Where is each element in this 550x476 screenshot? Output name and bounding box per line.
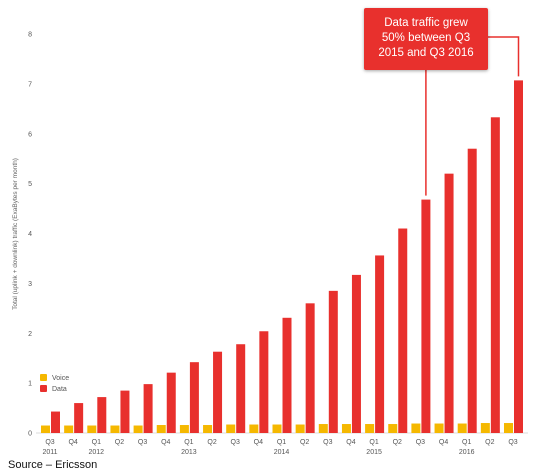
x-tick-quarter: Q2 [115,439,124,446]
x-tick-quarter: Q3 [45,439,54,446]
voice-bar [504,423,513,433]
x-tick-quarter: Q1 [92,439,101,446]
voice-bar [41,425,50,433]
annotation-line-3: 2015 and Q3 2016 [378,47,474,59]
x-tick-year: 2016 [459,449,475,456]
x-tick-quarter: Q3 [416,439,425,446]
voice-bar [272,424,282,433]
voice-bar [388,424,398,433]
legend-label: Voice [52,375,69,382]
x-tick-quarter: Q2 [393,439,402,446]
voice-bar [249,424,259,433]
data-bar [143,384,153,433]
x-tick-year: 2012 [89,449,105,456]
annotation-callout: Data traffic grew 50% between Q3 2015 an… [364,8,488,70]
data-bar [166,372,176,433]
x-tick-quarter: Q2 [300,439,309,446]
y-axis-label: Total (uplink + downlink) traffic (ExaBy… [12,158,19,310]
callout-connectors [425,36,520,196]
voice-bar [480,423,490,433]
x-tick-quarter: Q4 [68,439,77,446]
x-tick-quarter: Q3 [138,439,147,446]
voice-bar [64,425,74,433]
data-bar [305,303,315,433]
callout-connector-q3-2016 [488,36,520,77]
data-bar [514,80,523,433]
voice-bar [133,425,143,433]
bars [41,80,523,433]
y-tick-label: 0 [28,431,32,438]
x-tick-quarter: Q2 [207,439,216,446]
data-bar [375,255,385,433]
x-tick-quarter: Q1 [369,439,378,446]
data-bar [421,199,431,433]
data-bar [398,228,408,433]
data-bar [282,317,292,433]
y-tick-labels: 0 1 2 3 4 5 6 7 8 [28,32,32,438]
x-tick-year: 2011 [42,449,57,456]
x-tick-quarter: Q1 [184,439,193,446]
y-tick-label: 6 [28,131,32,138]
annotation-line-2: 50% between Q3 [381,32,471,44]
voice-bar [226,424,236,433]
x-tick-quarter: Q2 [485,439,494,446]
x-tick-quarter: Q4 [346,439,355,446]
data-bar [120,390,130,433]
y-tick-label: 3 [28,281,32,288]
data-bar [51,411,60,433]
data-bar [259,331,269,433]
data-bar [444,173,454,433]
source-caption: Source – Ericsson [8,459,98,471]
voice-bar [365,424,375,433]
legend-swatch [40,374,47,381]
legend-label: Data [52,386,67,393]
x-tick-quarter: Q3 [323,439,332,446]
x-tick-quarter: Q3 [508,439,517,446]
y-tick-label: 5 [28,181,32,188]
data-bar [236,344,246,433]
voice-bar [179,425,189,433]
data-bar [467,148,477,433]
data-bar [328,290,338,433]
data-bar [97,397,107,433]
voice-bar [295,424,305,433]
voice-bar [341,424,351,433]
x-tick-year: 2014 [274,449,290,456]
annotation-line-1: Data traffic grew [384,17,468,29]
legend: Voice Data [40,374,69,393]
y-tick-label: 8 [28,32,32,39]
voice-bar [87,425,97,433]
x-tick-year: 2013 [181,449,197,456]
voice-bar [457,423,467,433]
y-tick-label: 4 [28,231,32,238]
voice-bar [411,423,421,433]
voice-bar [110,425,120,433]
x-tick-labels: Q3 2011 Q4 Q1 2012 Q2 Q3 Q4 Q1 2013 Q2 Q3 Q4 Q1 2014 Q2… [42,439,517,456]
x-tick-quarter: Q3 [231,439,240,446]
voice-bar [156,425,166,433]
legend-swatch [40,385,47,392]
y-tick-label: 1 [28,381,32,388]
voice-bar [203,425,213,433]
x-tick-quarter: Q4 [254,439,263,446]
data-bar [74,403,84,433]
data-bar [189,362,199,433]
data-bar [490,117,500,433]
x-tick-quarter: Q1 [462,439,471,446]
x-tick-quarter: Q1 [277,439,286,446]
y-tick-label: 7 [28,81,32,88]
x-tick-quarter: Q4 [439,439,448,446]
voice-bar [318,424,328,433]
voice-bar [434,423,444,433]
x-tick-year: 2015 [366,449,382,456]
x-tick-quarter: Q4 [161,439,170,446]
y-tick-label: 2 [28,331,32,338]
data-bar [351,274,361,433]
data-bar [213,351,223,433]
